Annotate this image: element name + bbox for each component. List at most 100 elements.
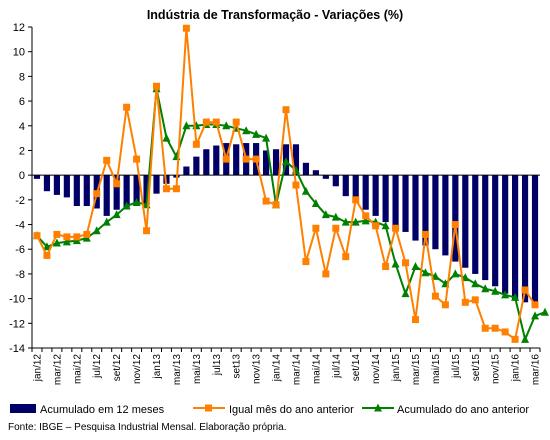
bar: [143, 175, 150, 205]
acumulado-ano-point: [451, 269, 460, 278]
acumulado-ano-point: [471, 279, 480, 288]
igual-mes-point: [202, 118, 210, 126]
acumulado-ano-point: [301, 186, 310, 195]
acumulado-ano-point: [162, 133, 171, 142]
igual-mes-point: [531, 301, 539, 309]
bar: [312, 170, 319, 176]
bar: [113, 175, 120, 210]
acumulado-ano-point: [242, 126, 251, 135]
x-tick-label: jan13: [152, 354, 163, 380]
acumulado-ano-point: [311, 199, 320, 208]
acumulado-ano-point: [112, 210, 121, 219]
acumulado-ano-point: [42, 242, 51, 251]
y-tick-label: -8: [15, 269, 25, 281]
bar: [402, 175, 409, 232]
igual-mes-point: [262, 197, 270, 205]
bar: [432, 175, 439, 250]
legend-label-acumulado-ano: Acumulado do ano anterior: [397, 404, 529, 416]
igual-mes-point: [222, 155, 230, 163]
igual-mes-point: [182, 24, 190, 32]
acumulado-ano-line: [36, 88, 546, 343]
bar: [352, 175, 359, 203]
bar: [442, 175, 449, 256]
acumulado-ano-point: [521, 334, 530, 343]
igual-mes-point: [93, 190, 101, 198]
x-tick-label: jul/15: [451, 354, 462, 379]
igual-mes-point: [322, 270, 330, 278]
bar: [472, 175, 479, 274]
igual-mes-point: [292, 181, 300, 189]
acumulado-ano-point: [351, 217, 360, 226]
bar: [502, 175, 509, 294]
acumulado-ano-point: [282, 157, 290, 166]
bar: [133, 175, 140, 207]
y-tick-label: 6: [19, 96, 25, 108]
igual-mes-point: [73, 233, 81, 241]
y-tick-label: 12: [13, 22, 25, 34]
source-note: Fonte: IBGE – Pesquisa Industrial Mensal…: [8, 422, 286, 433]
bar: [33, 175, 41, 179]
bar: [531, 175, 539, 307]
bar: [292, 144, 300, 176]
igual-mes-point: [302, 258, 310, 266]
igual-mes-point: [162, 185, 170, 193]
y-tick-label: -6: [15, 244, 25, 256]
x-tick-label: mar/13: [172, 354, 183, 386]
bar: [521, 175, 529, 303]
igual-mes-point: [53, 230, 61, 238]
bar: [462, 175, 469, 268]
igual-mes-point: [411, 316, 419, 324]
acumulado-ano-point: [491, 286, 500, 295]
x-tick-label: nov/14: [371, 354, 382, 384]
y-tick-label: -10: [9, 294, 25, 306]
igual-mes-point: [431, 292, 439, 300]
bar: [43, 175, 51, 192]
acumulado-ano-point: [222, 121, 231, 130]
legend: Acumulado em 12 meses Igual mês do ano a…: [10, 403, 529, 416]
legend-marker-acumulado-ano: [374, 403, 382, 412]
bar: [272, 149, 280, 176]
bar: [262, 150, 270, 176]
igual-mes-point: [521, 286, 529, 294]
igual-mes-point: [282, 106, 290, 114]
igual-mes-point: [33, 232, 41, 240]
bar: [362, 175, 369, 210]
acumulado-ano-point: [62, 237, 71, 246]
igual-mes-point: [382, 263, 390, 271]
acumulado-ano-point: [401, 289, 410, 298]
acumulado-ano-point: [102, 217, 111, 226]
y-tick-label: -4: [15, 220, 25, 232]
x-tick-label: mar/16: [531, 354, 542, 386]
bar: [53, 175, 60, 195]
x-tick-label: set/15: [471, 354, 482, 382]
bar: [382, 175, 389, 223]
igual-mes-point: [252, 155, 260, 163]
acumulado-ano-point: [122, 201, 131, 210]
igual-mes-point: [133, 155, 141, 163]
igual-mes-point: [43, 251, 51, 259]
igual-mes-point: [451, 221, 459, 229]
bar: [452, 175, 459, 262]
acumulado-ano-point: [262, 133, 271, 142]
x-tick-label: jul13: [212, 354, 223, 377]
bar: [193, 156, 200, 176]
acumulado-ano-point: [252, 129, 261, 138]
legend-label-igual-mes: Igual mês do ano anterior: [229, 404, 354, 416]
igual-mes-point: [491, 324, 499, 332]
bar: [73, 175, 80, 207]
acumulado-ano-point: [132, 197, 141, 206]
igual-mes-point: [113, 180, 121, 188]
acumulado-ano-point: [421, 268, 430, 277]
igual-mes-point: [441, 301, 449, 309]
bar: [83, 175, 90, 207]
igual-mes-point: [501, 328, 509, 336]
bar: [482, 175, 489, 281]
acumulado-ano-point: [361, 216, 370, 225]
igual-mes-point: [421, 230, 429, 238]
x-tick-label: mar/15: [411, 354, 422, 386]
igual-mes-point: [461, 298, 469, 306]
y-tick-label: -2: [15, 195, 25, 207]
x-tick-label: mar/12: [52, 354, 63, 386]
legend-label-acumulado-12-meses: Acumulado em 12 meses: [40, 404, 165, 416]
